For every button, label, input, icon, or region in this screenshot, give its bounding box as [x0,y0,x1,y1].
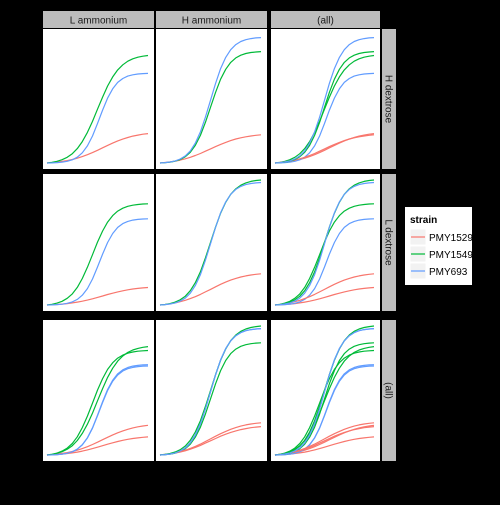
legend-label: PMY1549 [429,250,473,261]
facet-panel [156,29,267,169]
panel-background [271,320,380,461]
legend-label: PMY693 [429,267,468,278]
series-line-pmy693 [274,365,375,456]
column-strips: L ammonium H ammonium (all) [43,11,380,28]
series-line-pmy693 [274,328,375,456]
row-strip-label: L dextrose [383,219,394,266]
facet-panel [271,174,380,311]
row-strip [382,320,396,461]
series-line-pmy693 [159,181,262,306]
column-strip-label: (all) [317,16,334,27]
series-line-pmy693 [46,72,149,164]
row-strip [382,174,396,311]
facet-panel [271,320,380,461]
row-strip [382,29,396,169]
series-line-pmy1529 [46,424,149,456]
facet-panel [271,29,380,169]
series-line-pmy1549 [46,346,149,456]
row-strip-label: (all) [383,382,394,399]
series-line-pmy693 [274,181,375,306]
column-strip-label: H ammonium [182,16,241,27]
panel-background [43,174,154,311]
series-line-pmy693 [46,218,149,306]
row-strips: H dextrose L dextrose (all) [382,29,396,461]
row-strip-label: H dextrose [383,75,394,124]
column-strip [271,11,380,28]
panel-background [271,29,380,169]
series-line-pmy1549 [46,54,149,164]
panel-background [43,320,154,461]
series-line-pmy693 [274,37,375,164]
series-line-pmy1549 [46,349,149,456]
series-line-pmy693 [274,72,375,164]
facet-panel [43,174,154,311]
series-line-pmy693 [46,365,149,456]
facet-panel [43,320,154,461]
facet-panels [43,29,380,461]
series-line-pmy693 [159,37,262,164]
series-line-pmy693 [159,328,262,456]
column-strip [43,11,154,28]
panel-background [43,29,154,169]
legend: strain PMY1529 PMY1549 PMY693 [405,207,473,285]
legend-label: PMY1529 [429,233,473,244]
facet-panel [156,320,267,461]
series-line-pmy693 [274,218,375,306]
facet-panel [156,174,267,311]
series-line-pmy1549 [46,203,149,306]
column-strip [156,11,267,28]
legend-title: strain [410,215,437,226]
facet-panel [43,29,154,169]
series-line-pmy1529 [46,133,149,164]
column-strip-label: L ammonium [70,16,127,27]
